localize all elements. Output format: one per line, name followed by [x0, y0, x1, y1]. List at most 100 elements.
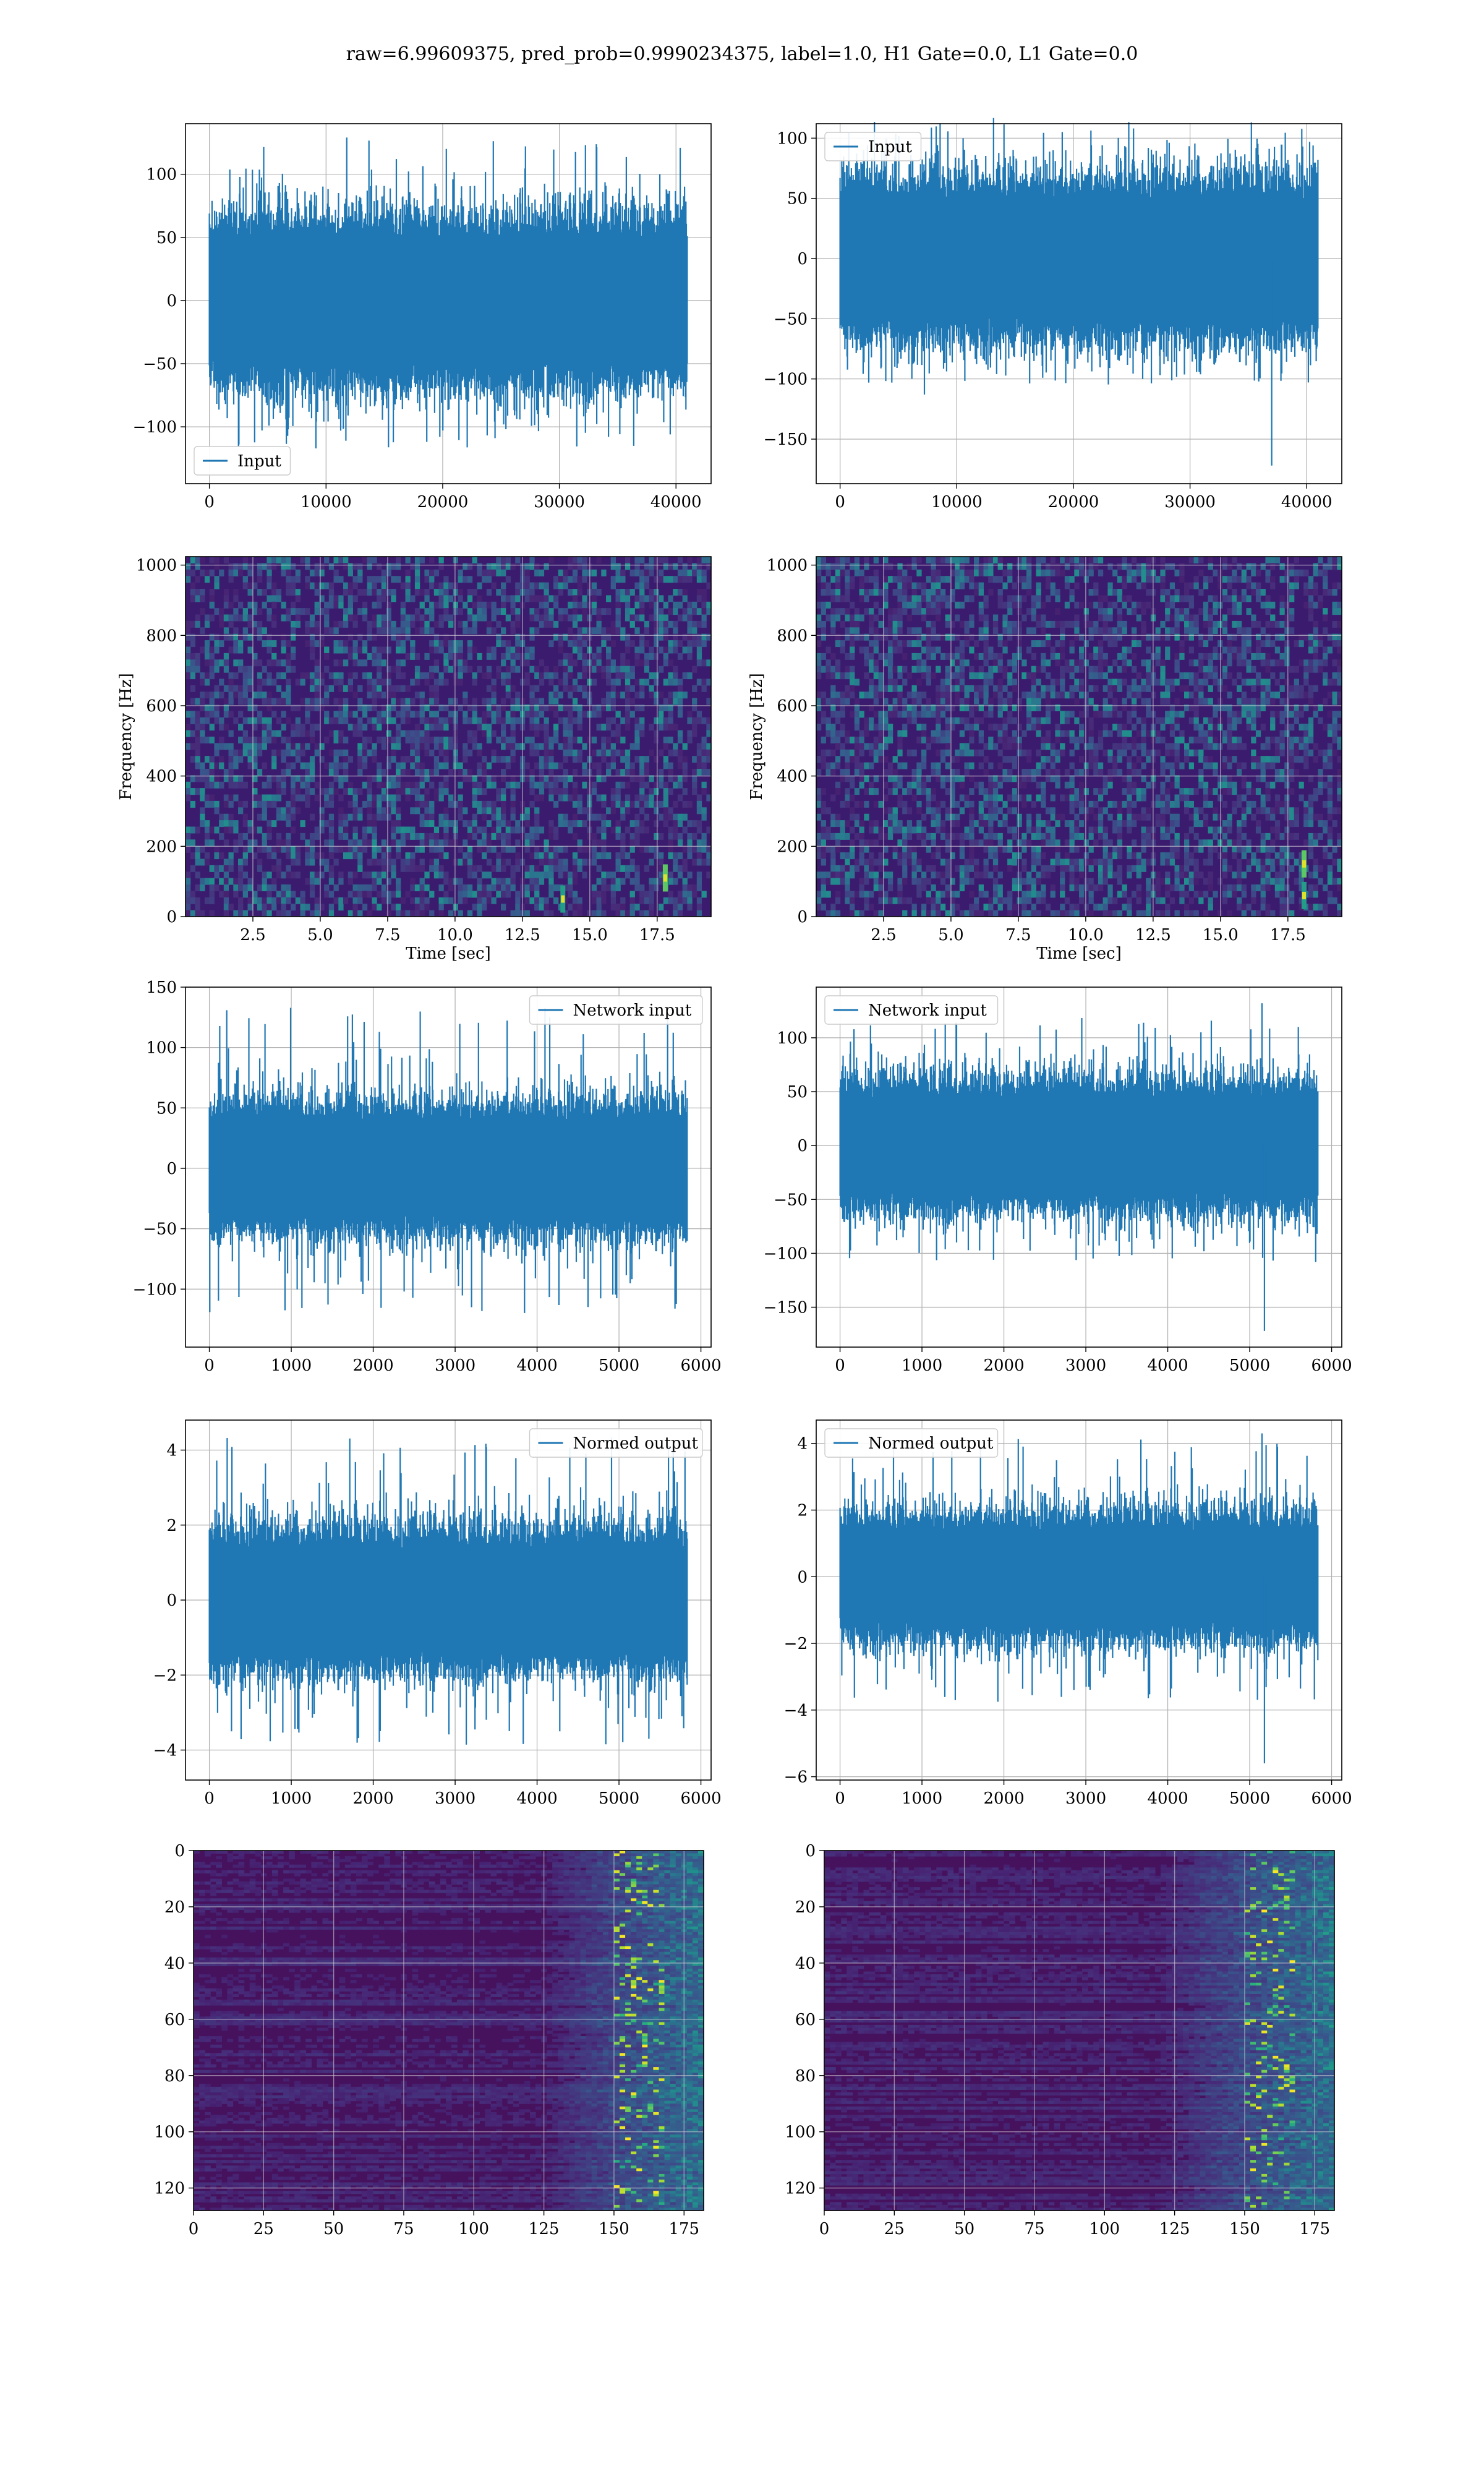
spectrogram-cell: [931, 589, 936, 596]
spectrogram-cell: [945, 891, 950, 898]
spectrogram-cell: [892, 788, 898, 795]
spectrogram-cell: [926, 589, 931, 596]
spectrogram-cell: [921, 833, 927, 840]
spectrogram-cell: [850, 633, 855, 641]
spectrogram-cell: [615, 563, 621, 570]
spectrogram-cell: [223, 820, 229, 828]
spectrogram-cell: [859, 633, 864, 641]
spectrogram-cell: [873, 614, 879, 622]
spectrogram-cell: [242, 813, 248, 821]
spectrogram-cell: [405, 826, 411, 834]
spectrogram-cell: [529, 666, 535, 673]
spectrogram-cell: [501, 839, 506, 847]
spectrogram-cell: [1021, 839, 1027, 847]
spectrogram-cell: [524, 833, 530, 840]
spectrogram-cell: [377, 781, 382, 789]
spectrogram-cell: [639, 775, 645, 782]
spectrogram-cell: [477, 717, 482, 724]
spectrogram-cell: [654, 884, 659, 891]
spectrogram-cell: [615, 833, 621, 840]
spectrogram-cell: [548, 691, 554, 699]
spectrogram-cell: [195, 743, 200, 750]
spectrogram-cell: [634, 839, 640, 847]
spectrogram-cell: [362, 833, 368, 840]
spectrogram-cell: [677, 749, 683, 756]
spectrogram-cell: [214, 807, 220, 815]
spectrogram-cell: [305, 672, 310, 680]
spectrogram-cell: [629, 865, 635, 872]
spectrogram-cell: [625, 704, 631, 711]
spectrogram-cell: [458, 800, 463, 808]
spectrogram-cell: [486, 820, 492, 828]
spectrogram-cell: [563, 685, 568, 692]
spectrogram-cell: [328, 852, 335, 860]
spectrogram-cell: [482, 897, 487, 904]
spectrogram-cell: [223, 826, 229, 834]
spectrogram-cell: [677, 576, 683, 583]
spectrogram-cell: [463, 717, 468, 724]
spectrogram-cell: [352, 794, 358, 802]
spectrogram-cell: [558, 646, 563, 654]
spectrogram-cell: [582, 691, 587, 699]
spectrogram-cell: [816, 569, 822, 576]
spectrogram-cell: [214, 640, 220, 648]
spectrogram-cell: [396, 698, 401, 705]
spectrogram-cell: [572, 633, 578, 641]
spectrogram-cell: [1036, 852, 1041, 860]
spectrogram-cell: [959, 685, 965, 692]
spectrogram-cell: [1050, 704, 1055, 711]
spectrogram-cell: [405, 788, 411, 795]
spectrogram-cell: [940, 858, 946, 866]
spectrogram-cell: [845, 788, 850, 795]
spectrogram-cell: [887, 762, 893, 769]
spectrogram-cell: [969, 711, 974, 718]
spectrogram-cell: [352, 897, 358, 904]
spectrogram-cell: [228, 646, 234, 654]
spectrogram-cell: [410, 788, 416, 795]
spectrogram-cell: [563, 730, 568, 737]
spectrogram-cell: [486, 666, 492, 673]
spectrogram-cell: [615, 737, 621, 743]
spectrogram-cell: [625, 698, 631, 705]
spectrogram-cell: [524, 737, 530, 743]
spectrogram-cell: [386, 685, 391, 692]
spectrogram-cell: [606, 627, 612, 635]
spectrogram-cell: [515, 743, 521, 750]
spectrogram-cell: [591, 608, 597, 615]
spectrogram-cell: [902, 576, 908, 583]
spectrogram-cell: [878, 653, 884, 660]
spectrogram-cell: [496, 672, 501, 680]
spectrogram-cell: [978, 717, 984, 724]
spectrogram-cell: [864, 878, 869, 885]
spectrogram-cell: [649, 794, 654, 802]
spectrogram-cell: [663, 737, 668, 743]
spectrogram-cell: [639, 788, 645, 795]
spectrogram-cell: [854, 858, 860, 866]
spectrogram-cell: [887, 807, 893, 815]
spectrogram-cell: [233, 691, 239, 699]
spectrogram-cell: [233, 775, 239, 782]
spectrogram-cell: [414, 608, 420, 615]
spectrogram-cell: [682, 800, 688, 808]
spectrogram-cell: [673, 589, 678, 596]
spectrogram-cell: [563, 678, 568, 686]
spectrogram-cell: [453, 878, 458, 885]
spectrogram-cell: [625, 807, 631, 815]
spectrogram-cell: [453, 563, 458, 570]
spectrogram-cell: [936, 646, 941, 654]
spectrogram-cell: [620, 852, 626, 860]
spectrogram-cell: [328, 865, 335, 872]
spectrogram-cell: [906, 845, 913, 853]
spectrogram-cell: [338, 878, 344, 885]
spectrogram-cell: [200, 730, 205, 737]
spectrogram-cell: [486, 884, 492, 891]
spectrogram-cell: [501, 878, 506, 885]
spectrogram-cell: [610, 743, 616, 750]
spectrogram-cell: [271, 865, 277, 872]
spectrogram-cell: [524, 897, 530, 904]
spectrogram-cell: [840, 865, 845, 872]
spectrogram-cell: [1045, 904, 1051, 911]
spectrogram-cell: [869, 653, 874, 660]
spectrogram-cell: [955, 614, 960, 622]
spectrogram-cell: [367, 737, 372, 743]
